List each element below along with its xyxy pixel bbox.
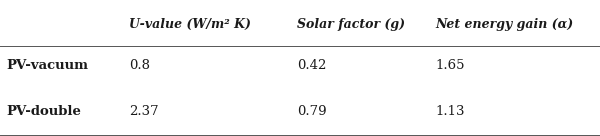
Text: PV-double: PV-double [6,105,81,118]
Text: 1.13: 1.13 [435,105,464,118]
Text: Net energy gain (α): Net energy gain (α) [435,18,573,31]
Text: U-value (W/m² K): U-value (W/m² K) [129,18,251,31]
Text: 2.37: 2.37 [129,105,158,118]
Text: 0.79: 0.79 [297,105,326,118]
Text: PV-vacuum: PV-vacuum [6,59,88,72]
Text: 0.8: 0.8 [129,59,150,72]
Text: Solar factor (g): Solar factor (g) [297,18,405,31]
Text: 0.42: 0.42 [297,59,326,72]
Text: 1.65: 1.65 [435,59,464,72]
